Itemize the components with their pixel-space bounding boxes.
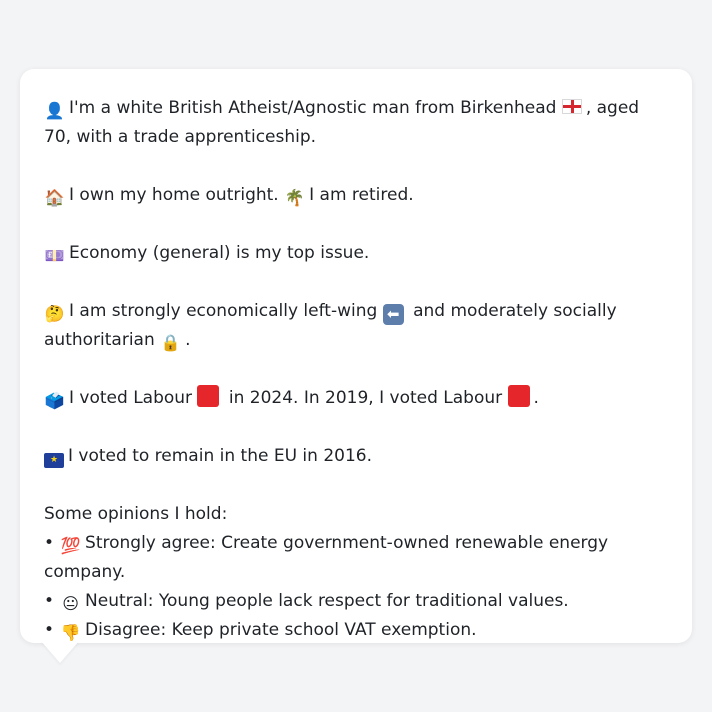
opinion-item: • 😐 Neutral: Young people lack respect for… [44, 587, 668, 616]
intro-tail: , aged 70, with a trade apprenticeship. [44, 98, 640, 147]
home-text: I own my home outright. [69, 185, 279, 205]
speech-bubble-tail [41, 641, 79, 663]
retired-text: I am retired. [309, 185, 414, 205]
bullet: • [44, 620, 55, 640]
vote-text-2: in 2024. In 2019, I voted Labour [228, 388, 503, 408]
red-square-icon [507, 385, 530, 407]
left-arrow-icon: ⬅ [382, 304, 404, 325]
opinion-item: • 💯 Strongly agree: Create government-owne… [44, 529, 668, 587]
vote-text-1: I voted Labour [69, 388, 193, 408]
house-icon: 🏠 [44, 188, 65, 207]
eu-flag-icon: ★ [44, 453, 64, 468]
opinion-item: • 👎 Disagree: Keep private school VAT exem… [44, 616, 668, 645]
issue-text: Economy (general) is my top issue. [69, 243, 370, 263]
opinions-heading: Some opinions I hold: [44, 504, 228, 524]
profile-card: 👤 I'm a white British Atheist/Agnostic ma… [20, 69, 692, 643]
bullet: • [44, 533, 55, 553]
home-paragraph: 🏠 I own my home outright. 🌴 I am retired. [44, 181, 668, 210]
person-icon: 👤 [44, 101, 65, 120]
intro-text: I'm a white British Atheist/Agnostic man… [69, 98, 557, 118]
red-square-icon [197, 385, 220, 407]
thinking-face-icon: 🤔 [44, 304, 65, 323]
vote-paragraph: 🗳️ I voted Labour in 2024. In 2019, I vot… [44, 384, 668, 413]
palm-tree-icon: 🌴 [284, 188, 305, 207]
lock-icon: 🔒 [160, 333, 181, 352]
england-flag-icon [561, 99, 582, 114]
ideology-text-2: and moderately socially authoritarian [44, 301, 617, 350]
eu-paragraph: ★ I voted to remain in the EU in 2016. [44, 442, 668, 471]
opinion-text: Disagree: Keep private school VAT exempt… [85, 620, 477, 640]
ideology-paragraph: 🤔 I am strongly economically left-wing ⬅ … [44, 297, 668, 355]
opinion-text: Strongly agree: Create government-owned … [44, 533, 609, 582]
hundred-points-icon: 💯 [60, 536, 81, 555]
opinion-text: Neutral: Young people lack respect for t… [85, 591, 569, 611]
intro-paragraph: 👤 I'm a white British Atheist/Agnostic ma… [44, 94, 668, 152]
eu-text: I voted to remain in the EU in 2016. [68, 446, 372, 466]
pound-banknote-icon: 💷 [44, 246, 65, 265]
ideology-text-1: I am strongly economically left-wing [69, 301, 378, 321]
vote-end: . [533, 388, 539, 408]
neutral-face-icon: 😐 [62, 594, 79, 613]
issue-paragraph: 💷 Economy (general) is my top issue. [44, 239, 668, 268]
ballot-box-icon: 🗳️ [44, 391, 65, 410]
bullet: • [44, 591, 55, 611]
thumbs-down-icon: 👎 [60, 623, 81, 642]
ideology-end: . [185, 330, 191, 350]
